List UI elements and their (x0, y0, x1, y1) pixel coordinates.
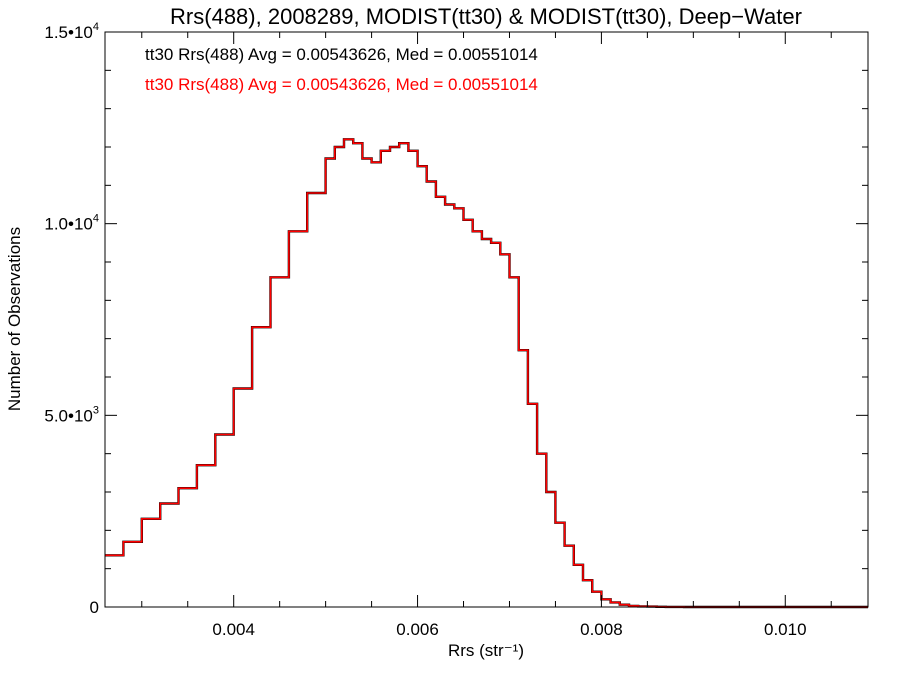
series-line-0 (105, 138, 868, 609)
x-tick-label-1: 0.006 (396, 620, 439, 639)
y-tick-label-2: 1.0•104 (44, 213, 99, 234)
chart-title: Rrs(488), 2008289, MODIST(tt30) & MODIST… (170, 4, 802, 29)
y-axis-label: Number of Observations (5, 227, 24, 411)
x-tick-label-2: 0.008 (580, 620, 623, 639)
legend-entry-black: tt30 Rrs(488) Avg = 0.00543626, Med = 0.… (145, 45, 538, 64)
x-axis-label: Rrs (str⁻¹) (448, 641, 524, 660)
plot-frame (104, 31, 869, 608)
ticks-layer (105, 31, 868, 608)
y-tick-label-0: 0 (90, 598, 99, 617)
y-tick-label-1: 5.0•103 (44, 404, 99, 425)
tick-labels-layer: 0.004 0.006 0.008 0.010 0 5.0•103 1.0•104 1.5•1… (44, 21, 806, 639)
x-tick-label-0: 0.004 (212, 620, 255, 639)
x-tick-label-3: 0.010 (764, 620, 807, 639)
y-tick-label-3: 1.5•104 (44, 21, 99, 42)
legend-entry-red: tt30 Rrs(488) Avg = 0.00543626, Med = 0.… (145, 75, 538, 94)
series-line-1 (105, 138, 868, 608)
series-layer (105, 138, 868, 609)
